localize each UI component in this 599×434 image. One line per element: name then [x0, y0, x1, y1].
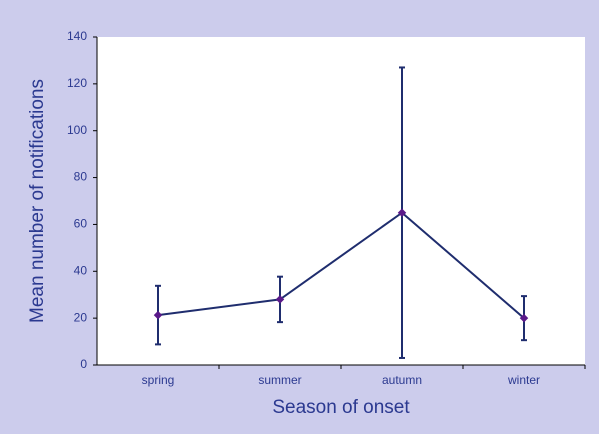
y-tick-label: 0	[80, 357, 87, 371]
y-tick-label: 60	[74, 217, 88, 231]
marker	[397, 208, 407, 217]
y-tick-label: 100	[67, 123, 87, 137]
y-tick-label: 140	[67, 29, 87, 43]
y-tick-label: 80	[74, 170, 88, 184]
line	[157, 211, 525, 319]
x-tick-label: winter	[507, 373, 540, 387]
y-axis-label: Mean number of notifications	[27, 79, 48, 323]
y-tick-label: 40	[74, 263, 88, 277]
x-axis-label: Season of onset	[272, 397, 410, 418]
plot-area	[97, 37, 585, 365]
x-tick-label: spring	[142, 373, 175, 387]
marker	[519, 313, 529, 323]
marker	[153, 310, 163, 320]
marker	[275, 295, 285, 304]
x-tick-label: summer	[258, 373, 301, 387]
y-tick-label: 20	[74, 310, 88, 324]
y-tick-label: 120	[67, 76, 87, 90]
x-tick-label: autumn	[382, 373, 422, 387]
